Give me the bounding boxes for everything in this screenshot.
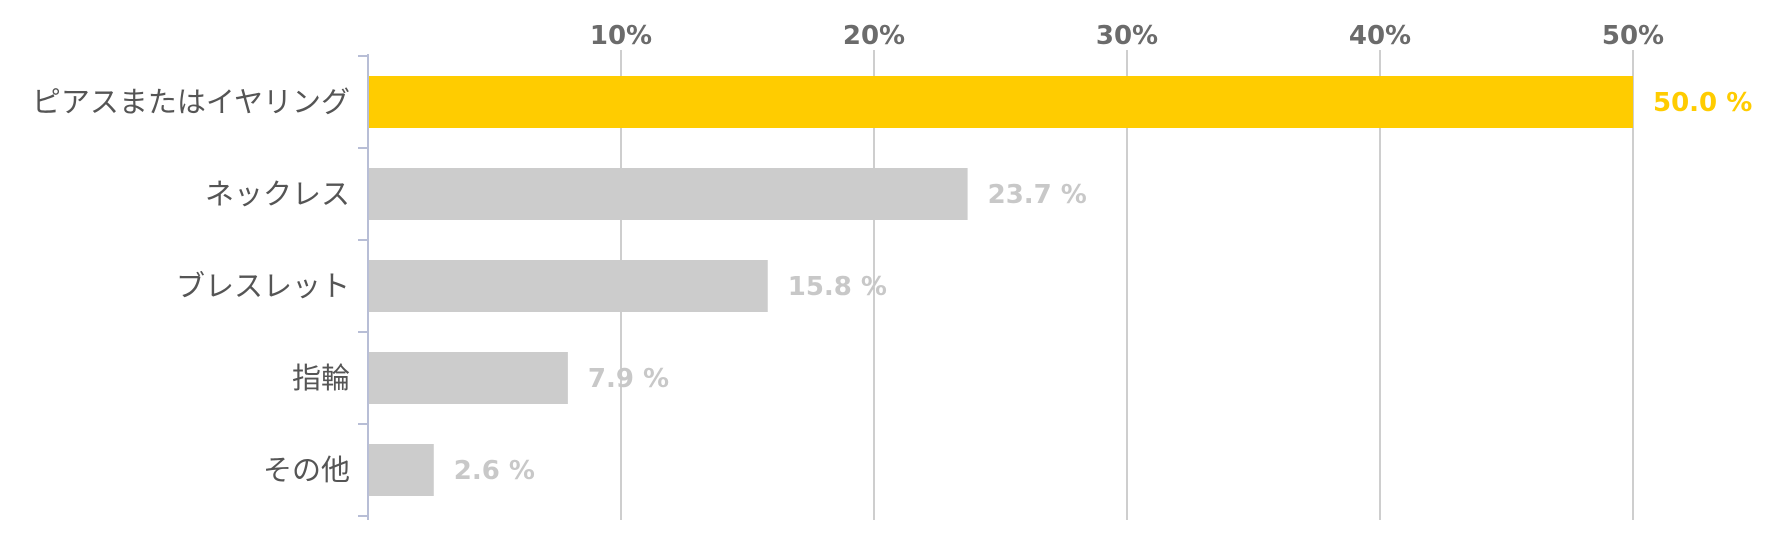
x-axis-tick-labels: 10% 20% 30% 40% 50% [590, 21, 1664, 51]
bar [368, 444, 434, 496]
x-tick-label: 10% [590, 21, 652, 51]
value-labels: 50.0 % 23.7 % 15.8 % 7.9 % 2.6 % [454, 88, 1752, 486]
category-label: ネックレス [205, 177, 350, 211]
x-tick-label: 40% [1349, 21, 1411, 51]
value-label: 15.8 % [788, 272, 887, 302]
y-axis [358, 54, 369, 520]
category-label: ブレスレット [176, 269, 350, 303]
category-label: ピアスまたはイヤリング [32, 85, 350, 119]
bar [368, 352, 568, 404]
value-label: 50.0 % [1653, 88, 1752, 118]
value-label: 23.7 % [988, 180, 1087, 210]
x-tick-label: 30% [1096, 21, 1158, 51]
x-tick-label: 50% [1602, 21, 1664, 51]
bars [368, 76, 1633, 496]
value-label: 7.9 % [588, 364, 669, 394]
value-label: 2.6 % [454, 456, 535, 486]
x-tick-label: 20% [843, 21, 905, 51]
category-label: その他 [263, 453, 350, 487]
bar [368, 76, 1633, 128]
bar [368, 168, 968, 220]
bar [368, 260, 768, 312]
grid-lines [620, 50, 1634, 520]
category-label: 指輪 [292, 361, 350, 395]
